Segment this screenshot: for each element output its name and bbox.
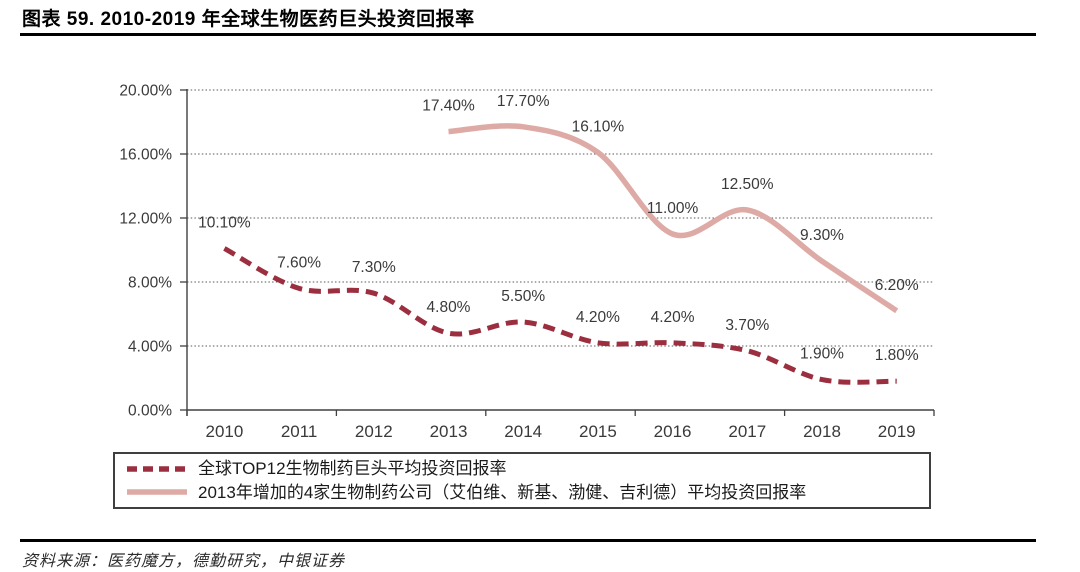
x-tick-label: 2013 [430,422,468,441]
y-tick-label: 20.00% [119,83,172,100]
source-text: 资料来源：医药魔方，德勤研究，中银证券 [22,553,346,570]
x-tick-label: 2019 [878,422,916,441]
data-label: 7.30% [352,259,396,276]
y-tick-label: 16.00% [119,147,172,164]
data-label: 17.40% [422,98,475,115]
series-line-0 [223,246,897,385]
x-tick-label: 2014 [504,422,542,441]
data-label: 4.20% [576,309,620,326]
data-label: 16.10% [572,118,625,135]
data-label: 17.70% [497,93,550,110]
series-line-1 [448,123,899,314]
legend-label-4companies: 2013年增加的4家生物制药公司（艾伯维、新基、渤健、吉利德）平均投资回报率 [198,482,807,502]
data-label: 10.10% [198,214,251,231]
figure-title: 图表 59. 2010-2019 年全球生物医药巨头投资回报率 [22,9,475,30]
data-label: 7.60% [277,254,321,271]
x-tick-label: 2015 [579,422,617,441]
source-divider [20,539,1036,542]
data-label: 4.80% [427,299,471,316]
data-label: 12.50% [721,176,774,193]
x-tick-label: 2012 [355,422,393,441]
y-tick-label: 4.00% [128,339,172,356]
legend-label-top12: 全球TOP12生物制药巨头平均投资回报率 [198,459,507,479]
data-label: 1.90% [800,346,844,363]
chart-legend: 全球TOP12生物制药巨头平均投资回报率 2013年增加的4家生物制药公司（艾伯… [113,452,931,509]
y-tick-label: 0.00% [128,403,172,420]
y-tick-label: 8.00% [128,275,172,292]
x-tick-label: 2010 [205,422,243,441]
data-label: 1.80% [875,347,919,364]
x-tick-label: 2011 [281,422,318,441]
x-tick-label: 2016 [654,422,692,441]
title-divider [20,33,1036,36]
x-tick-label: 2017 [728,422,766,441]
data-label: 3.70% [725,317,769,334]
data-label: 9.30% [800,227,844,244]
data-label: 11.00% [647,200,699,217]
data-label: 6.20% [875,277,919,294]
data-label: 4.20% [651,309,695,326]
y-tick-label: 12.00% [119,211,172,228]
data-label: 5.50% [501,288,545,305]
x-tick-label: 2018 [803,422,841,441]
legend-item-top12: 全球TOP12生物制药巨头平均投资回报率 [125,460,929,477]
solid-line-swatch-icon [127,489,187,495]
dashed-line-swatch-icon [127,466,187,472]
legend-item-4companies: 2013年增加的4家生物制药公司（艾伯维、新基、渤健、吉利德）平均投资回报率 [125,484,929,501]
